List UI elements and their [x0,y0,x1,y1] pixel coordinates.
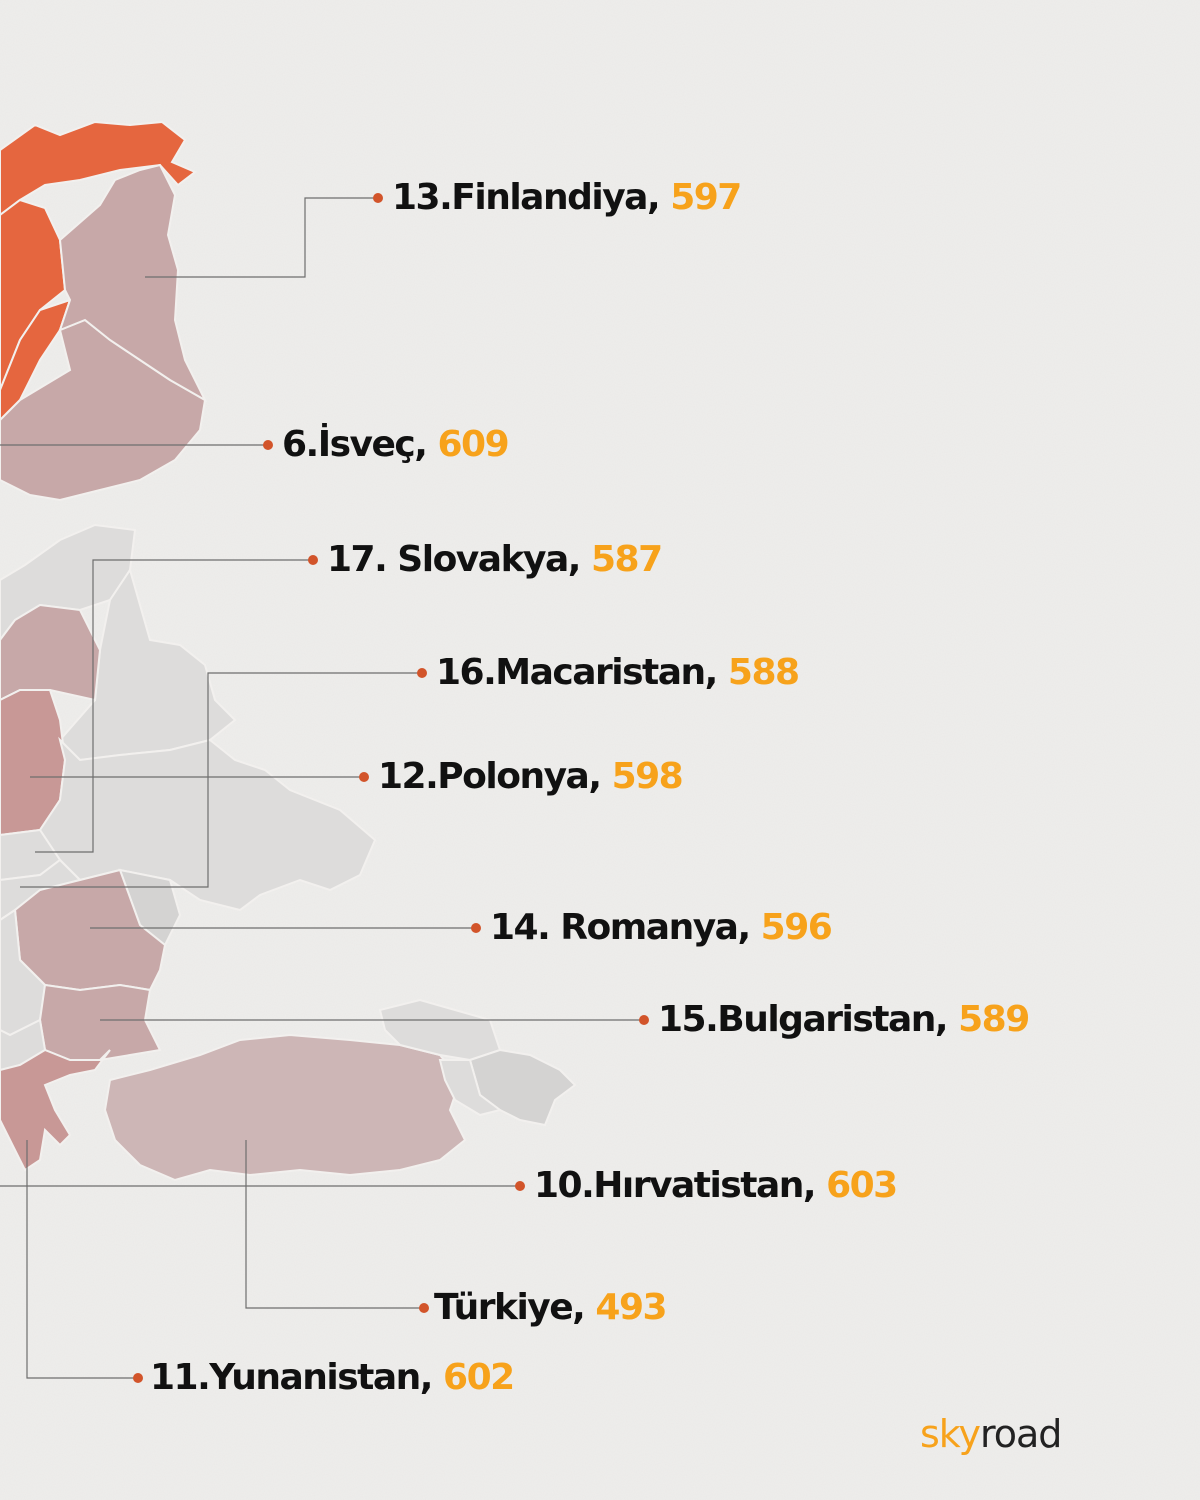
country-norway [0,120,197,217]
leader-greece [26,1140,138,1379]
leader-turkey [245,1140,424,1309]
country-name: Türkiye, [434,1287,596,1328]
leader-dot-poland [359,772,369,782]
leader-dot-sweden [263,440,273,450]
leader-dot-romania [471,923,481,933]
country-czech [0,603,102,702]
label-turkey: Türkiye, 493 [434,1287,668,1328]
country-name: 16.Macaristan, [436,652,728,693]
country-name: 6.İsveç, [282,424,438,465]
country-name: 10.Hırvatistan, [534,1165,827,1206]
score-value: 598 [611,756,684,797]
score-value: 596 [760,907,833,948]
country-name: 14. Romanya, [490,907,761,948]
country-name: 11.Yunanistan, [150,1357,444,1398]
score-value: 588 [727,652,800,693]
leader-finland [145,197,378,278]
label-croatia: 10.Hırvatistan, 603 [534,1165,898,1206]
country-name: 17. Slovakya, [327,539,591,580]
leader-dot-finland [373,193,383,203]
score-value: 587 [590,539,663,580]
label-bulgaria: 15.Bulgaristan, 589 [658,999,1030,1040]
brand-logo-part1: sky [920,1412,981,1456]
leader-dot-turkey [419,1303,429,1313]
score-value: 602 [443,1357,515,1398]
country-name: 12.Polonya, [378,756,612,797]
leader-dot-greece [133,1373,143,1383]
country-finland [58,163,208,403]
leader-lines [0,197,644,1379]
score-value: 493 [595,1287,667,1328]
leader-dot-croatia [515,1181,525,1191]
label-greece: 11.Yunanistan, 602 [150,1357,515,1398]
country-name: 13.Finlandiya, [392,177,671,218]
label-slovakia: 17. Slovakya, 587 [327,539,663,580]
country-greece [0,1048,111,1172]
country-belarus [58,567,237,762]
leader-slovakia [35,559,313,853]
leader-dot-bulgaria [639,1015,649,1025]
score-value: 597 [670,177,742,218]
brand-logo-part2: road [979,1412,1062,1456]
country-bulgaria [38,983,162,1061]
country-turkey [103,1033,467,1182]
brand-logo: skyroad [920,1410,1062,1458]
leader-dots [133,193,649,1383]
country-armenia [438,1059,503,1117]
label-hungary: 16.Macaristan, 588 [436,652,800,693]
label-poland: 12.Polonya, 598 [378,756,684,797]
label-sweden: 6.İsveç, 609 [282,424,510,465]
leader-dot-slovakia [308,555,318,565]
leader-dot-hungary [417,668,427,678]
country-name: 15.Bulgaristan, [658,999,959,1040]
leader-hungary [20,672,422,888]
label-romania: 14. Romanya, 596 [490,907,833,948]
label-finland: 13.Finlandiya, 597 [392,177,742,218]
score-value: 589 [958,999,1030,1040]
score-value: 609 [437,424,509,465]
score-value: 603 [826,1165,898,1206]
